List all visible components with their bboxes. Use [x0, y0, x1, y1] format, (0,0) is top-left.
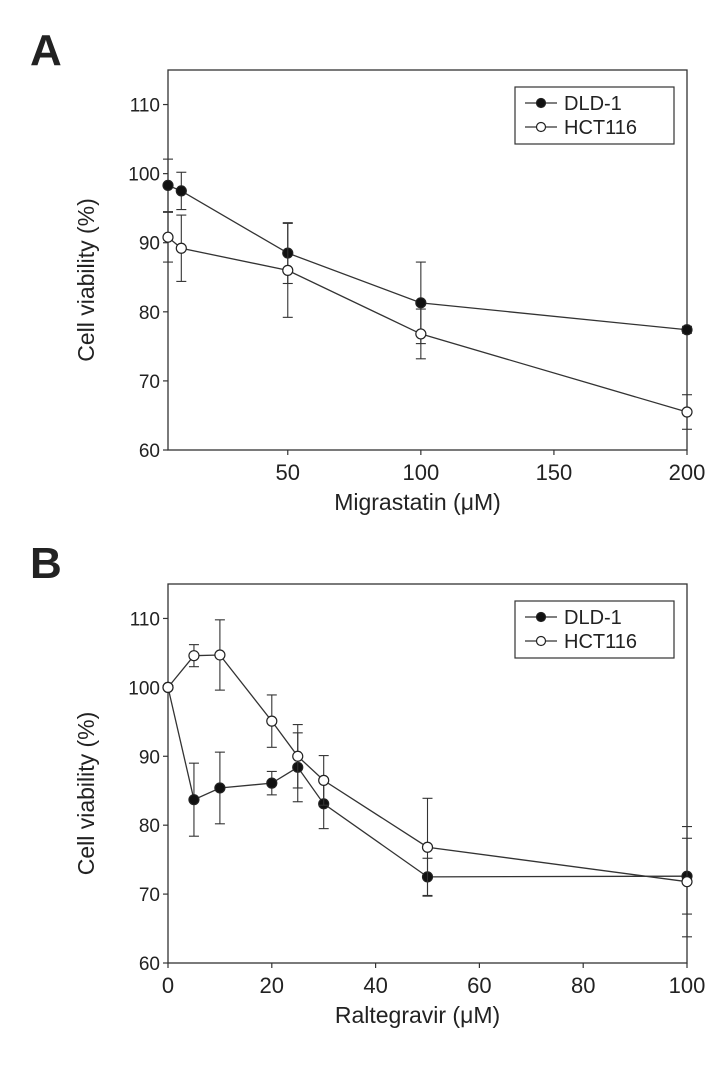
y-tick-label: 80 — [139, 303, 160, 324]
series-line — [167, 184, 688, 331]
y-tick-label: 90 — [139, 234, 160, 255]
data-point — [421, 841, 434, 853]
panel-letter: A — [30, 26, 62, 75]
y-tick-label: 60 — [139, 954, 160, 975]
legend-label: HCT116 — [564, 117, 637, 139]
y-tick-label: 70 — [139, 372, 160, 393]
data-point — [188, 650, 200, 662]
x-tick-label: 60 — [467, 973, 491, 998]
data-point — [266, 715, 278, 727]
data-point — [175, 242, 187, 254]
data-point — [415, 297, 427, 309]
series-hct116 — [162, 211, 693, 430]
data-point — [175, 185, 187, 197]
data-point — [282, 264, 294, 276]
y-tick-label: 70 — [139, 885, 160, 906]
data-point — [188, 794, 200, 806]
y-tick-label: 100 — [128, 678, 160, 699]
data-point — [681, 406, 693, 418]
legend-marker — [535, 635, 547, 647]
x-tick-label: 150 — [536, 460, 573, 485]
data-point — [681, 324, 693, 336]
chart-panel-a: A 60 70 80 90 100 110 50 100 150 200 Migrastatin (μ… — [30, 26, 705, 515]
legend-label: HCT116 — [564, 631, 637, 653]
data-point — [318, 774, 330, 786]
legend-label: DLD-1 — [564, 607, 622, 629]
data-point — [214, 782, 226, 794]
chart-panel-b: B 60 70 80 90 100 110 0 20 40 60 80 100 Raltegravir (… — [30, 539, 705, 1028]
data-point — [415, 328, 427, 340]
legend-marker — [535, 121, 547, 133]
x-tick-label: 50 — [276, 460, 300, 485]
y-axis-label: Cell viability (%) — [73, 198, 99, 362]
data-point — [681, 876, 693, 888]
data-point — [292, 750, 304, 762]
y-axis-label: Cell viability (%) — [73, 712, 99, 876]
x-tick-label: 80 — [571, 973, 595, 998]
legend-frame — [514, 600, 675, 659]
series-hct116 — [162, 619, 693, 938]
legend-frame — [514, 86, 675, 145]
y-tick-label: 80 — [139, 816, 160, 837]
x-axis-label: Migrastatin (μM) — [334, 489, 501, 515]
y-tick-label: 100 — [128, 165, 160, 186]
legend-marker — [535, 611, 547, 623]
data-point — [266, 777, 278, 789]
x-tick-label: 100 — [669, 973, 706, 998]
x-tick-label: 200 — [669, 460, 706, 485]
legend-label: DLD-1 — [564, 93, 622, 115]
y-tick-label: 60 — [139, 441, 160, 462]
data-point — [162, 179, 174, 191]
x-tick-label: 40 — [363, 973, 387, 998]
data-point — [162, 231, 174, 243]
data-point — [162, 681, 174, 693]
series-line — [167, 236, 688, 413]
y-tick-label: 90 — [139, 747, 160, 768]
y-tick-label: 110 — [130, 609, 160, 630]
data-point — [214, 649, 226, 661]
series-dld-1 — [162, 158, 693, 345]
x-tick-label: 0 — [162, 973, 174, 998]
y-tick-label: 110 — [130, 96, 160, 117]
panel-letter: B — [30, 539, 62, 588]
x-axis-label: Raltegravir (μM) — [335, 1002, 500, 1028]
x-tick-label: 20 — [260, 973, 284, 998]
legend-marker — [535, 97, 547, 109]
x-tick-label: 100 — [402, 460, 439, 485]
plot-frame — [167, 583, 688, 964]
